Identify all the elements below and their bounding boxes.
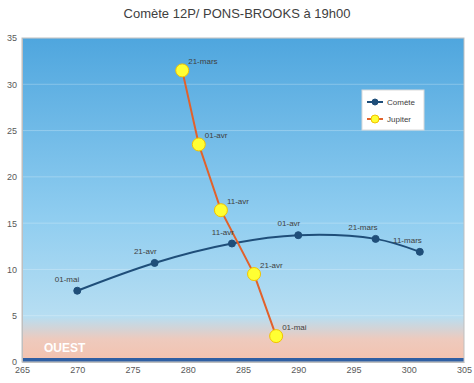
tick: 10: [7, 265, 22, 275]
tick-label: 300: [402, 365, 417, 375]
tick-label: 270: [70, 365, 85, 375]
marker: [416, 248, 423, 255]
title: Comète 12P/ PONS-BROOKS à 19h00: [124, 6, 351, 21]
tick: 25: [7, 126, 22, 136]
data-label: 01-avr: [205, 131, 228, 140]
marker: [228, 240, 235, 247]
legend-label: Jupiter: [387, 115, 411, 124]
tick-label: 35: [7, 33, 17, 43]
marker: [270, 330, 283, 343]
tick-label: 10: [7, 265, 17, 275]
horizon: [22, 358, 464, 362]
tick: 305: [457, 362, 472, 375]
tick-label: 0: [12, 357, 17, 367]
tick: 280: [181, 362, 196, 375]
tick-label: 20: [7, 172, 17, 182]
tick: 0: [12, 357, 22, 367]
x-axis: 265 270 275 280 285 290 295 300 305: [15, 362, 472, 375]
legend-marker: [371, 115, 379, 123]
annotation: OUEST: [44, 341, 86, 355]
legend-marker: [372, 99, 378, 105]
tick-label: 30: [7, 80, 17, 90]
tick: 265: [15, 362, 30, 375]
chart: Comète 12P/ PONS-BROOKS à 19h00 265 270 275…: [0, 0, 474, 383]
tick-label: 275: [125, 365, 140, 375]
data-label: 21-avr: [260, 261, 283, 270]
grid: [22, 38, 464, 362]
data-label: 11-mars: [393, 236, 422, 245]
tick: 30: [7, 80, 22, 90]
tick: 35: [7, 33, 22, 43]
legend-box: [362, 90, 424, 130]
plot-background: [22, 38, 464, 362]
series-line: [182, 70, 276, 336]
tick: 270: [70, 362, 85, 375]
plot: 265 270 275 280 285 290 295 300 305 0 5 10 15 20 25 30 3…: [7, 33, 472, 375]
tick: 20: [7, 172, 22, 182]
grid-line: [22, 84, 464, 85]
marker: [248, 268, 261, 281]
marker: [295, 232, 302, 239]
tick-label: 280: [181, 365, 196, 375]
tick: 300: [402, 362, 417, 375]
marker: [74, 287, 81, 294]
plot-frame: [22, 38, 464, 362]
tick-label: 305: [457, 365, 472, 375]
tick-label: 265: [15, 365, 30, 375]
tick: 295: [346, 362, 361, 375]
marker: [192, 138, 205, 151]
tick: 290: [291, 362, 306, 375]
legend-label: Comète: [387, 98, 416, 107]
grid-line: [22, 223, 464, 224]
data-label: 11-avr: [212, 228, 234, 237]
tick-label: 25: [7, 126, 17, 136]
grid-line: [22, 269, 464, 270]
marks: [74, 64, 424, 343]
marker: [151, 259, 158, 266]
y-axis: 0 5 10 15 20 25 30 35: [7, 33, 23, 367]
tick: 275: [125, 362, 140, 375]
data-label: 21-mars: [188, 57, 217, 66]
grid-line: [22, 176, 464, 177]
tick: 5: [12, 311, 22, 321]
data-label: 21-mars: [348, 223, 377, 232]
data-label: 11-avr: [227, 197, 249, 206]
tick-label: 285: [236, 365, 251, 375]
data-label: 01-avr: [278, 219, 301, 228]
tick: 15: [7, 219, 22, 229]
tick-label: 290: [291, 365, 306, 375]
marker: [214, 204, 227, 217]
tick-label: 5: [12, 311, 17, 321]
marker: [372, 235, 379, 242]
tick: 285: [236, 362, 251, 375]
marker: [176, 64, 189, 77]
legend: Comète Jupiter: [362, 90, 424, 130]
data-label: 01-mai: [282, 323, 307, 332]
tick-label: 15: [7, 219, 17, 229]
data-label: 21-avr: [134, 247, 157, 256]
tick-label: 295: [346, 365, 361, 375]
grid-line: [22, 315, 464, 316]
data-label: 01-mai: [55, 275, 80, 284]
